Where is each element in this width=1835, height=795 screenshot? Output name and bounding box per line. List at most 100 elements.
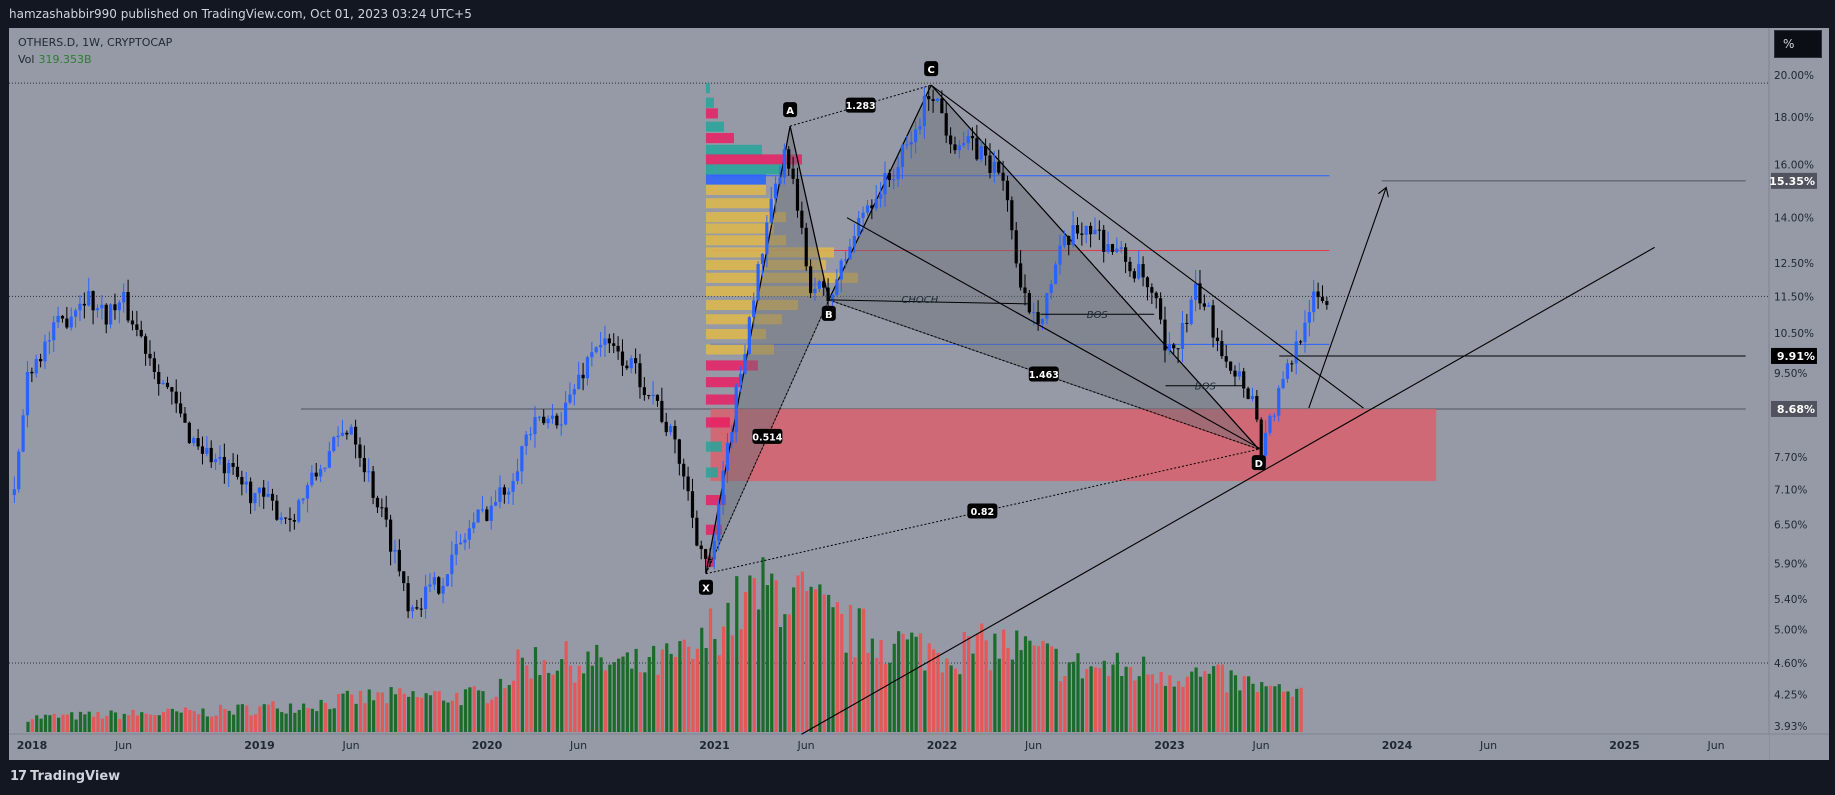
x-tick-11: Jun (1251, 739, 1269, 752)
volume-bar-60 (288, 703, 293, 732)
x-tick-9: Jun (1024, 739, 1042, 752)
volume-bar-195 (879, 640, 883, 732)
volume-bar-210 (945, 658, 949, 732)
candle-body-5 (34, 358, 38, 374)
price-chart[interactable]: CHOCH BOS BOS X A B C D 1.283 0.514 1.463 0.82 20.0… (0, 0, 1835, 760)
volume-bar-238 (1067, 662, 1071, 732)
ratio-label-2: 1.463 (1029, 370, 1059, 381)
volume-bar-176 (796, 575, 800, 732)
volume-bar-287 (1282, 691, 1286, 732)
candle-body-18 (91, 291, 95, 311)
candle-body-280 (1237, 371, 1241, 377)
legend-symbol[interactable]: OTHERS.D, 1W, CRYPTOCAP (18, 36, 173, 49)
volume-bar-53 (258, 706, 262, 732)
volume-bar-279 (1247, 676, 1251, 732)
profile-bar-26 (705, 441, 722, 452)
candle-body-20 (100, 304, 104, 309)
x-tick-12: 2024 (1382, 739, 1413, 752)
volume-bar-174 (787, 614, 791, 732)
volume-bar-16 (96, 712, 100, 732)
candle-body-232 (1027, 293, 1031, 313)
volume-bar-192 (866, 652, 870, 732)
volume-bar-130 (595, 644, 599, 732)
harmonic-pattern[interactable] (705, 84, 1260, 575)
candle-body-286 (1264, 432, 1268, 456)
volume-bar-219 (984, 640, 988, 732)
profile-bar-2 (705, 108, 718, 119)
candle-body-73 (332, 437, 336, 451)
candle-body-159 (708, 559, 712, 561)
candle-body-184 (817, 281, 821, 289)
volume-bar-169 (765, 585, 769, 732)
price-label-1: 9.91% (1777, 350, 1815, 363)
candle-body-120 (537, 416, 541, 418)
candle-body-247 (1093, 229, 1097, 235)
volume-bar-82 (385, 703, 389, 732)
trendlines[interactable] (801, 84, 1655, 735)
x-tick-5: Jun (569, 739, 587, 752)
volume-bar-226 (1015, 630, 1019, 732)
candle-body-153 (682, 463, 686, 477)
candle-body-189 (839, 260, 843, 280)
price-axis[interactable]: 20.00% 18.00% 16.00% 14.00% 12.50% 11.50% 10.5… (1774, 70, 1814, 733)
volume-bar-161 (730, 635, 734, 732)
candle-body-279 (1233, 370, 1237, 377)
candle-body-221 (979, 146, 983, 160)
candle-body-239 (1058, 245, 1062, 265)
volume-bar-79 (372, 700, 376, 732)
candle-body-90 (406, 583, 410, 612)
candle-body-57 (262, 487, 266, 497)
volume-bar-209 (940, 672, 944, 732)
volume-bar-270 (1207, 673, 1211, 732)
candle-body-155 (690, 491, 695, 518)
y-tick-12: 5.90% (1774, 558, 1807, 570)
volume-bar-21 (118, 719, 122, 732)
volume-bar-282 (1260, 682, 1264, 732)
candle-body-162 (721, 470, 725, 505)
candle-body-50 (231, 463, 235, 467)
time-axis[interactable]: 2018 Jun 2019 Jun 2020 Jun 2021 Jun 2022 Jun 2023 J… (17, 739, 1725, 752)
candle-body-246 (1089, 225, 1093, 235)
volume-bar-154 (700, 627, 704, 732)
y-tick-11: 6.50% (1774, 520, 1807, 532)
volume-bar-240 (1076, 653, 1080, 732)
candle-body-275 (1215, 337, 1220, 342)
tradingview-logo[interactable]: 17 TradingView (10, 769, 120, 784)
x-tick-14: 2025 (1609, 739, 1640, 752)
volume-bar-50 (245, 705, 249, 732)
candle-body-144 (642, 387, 646, 396)
candle-body-55 (253, 493, 257, 504)
percent-scale-button[interactable]: % (1774, 30, 1822, 58)
candle-body-113 (507, 491, 511, 495)
volume-bar-203 (914, 636, 918, 732)
volume-bar-285 (1273, 686, 1277, 732)
volume-bar-4 (43, 714, 48, 732)
volume-bar-204 (918, 633, 923, 732)
volume-bar-175 (792, 587, 796, 732)
candle-body-154 (686, 476, 690, 492)
volume-bar-284 (1268, 685, 1273, 732)
candle-body-213 (944, 113, 948, 136)
volume-bar-2 (35, 715, 39, 732)
x-tick-2: 2019 (244, 739, 275, 752)
candle-body-100 (450, 554, 454, 575)
volume-bar-30 (157, 715, 161, 732)
candle-body-10 (56, 315, 60, 323)
volume-bar-40 (201, 708, 205, 732)
candle-body-231 (1023, 287, 1027, 294)
candle-body-68 (310, 472, 314, 486)
candle-body-114 (511, 480, 515, 492)
volume-bar-95 (442, 700, 446, 732)
candle-body-86 (389, 519, 393, 552)
volume-bar-115 (529, 678, 533, 732)
candle-body-253 (1119, 247, 1123, 249)
candle-body-292 (1290, 363, 1294, 365)
volume-bar-199 (897, 631, 901, 732)
candle-body-1 (17, 451, 21, 490)
candle-body-293 (1294, 341, 1298, 364)
candle-body-135 (603, 338, 607, 345)
candle-body-163 (725, 442, 730, 471)
candle-body-4 (30, 371, 34, 374)
candle-body-169 (752, 300, 756, 318)
candle-body-173 (769, 198, 773, 223)
